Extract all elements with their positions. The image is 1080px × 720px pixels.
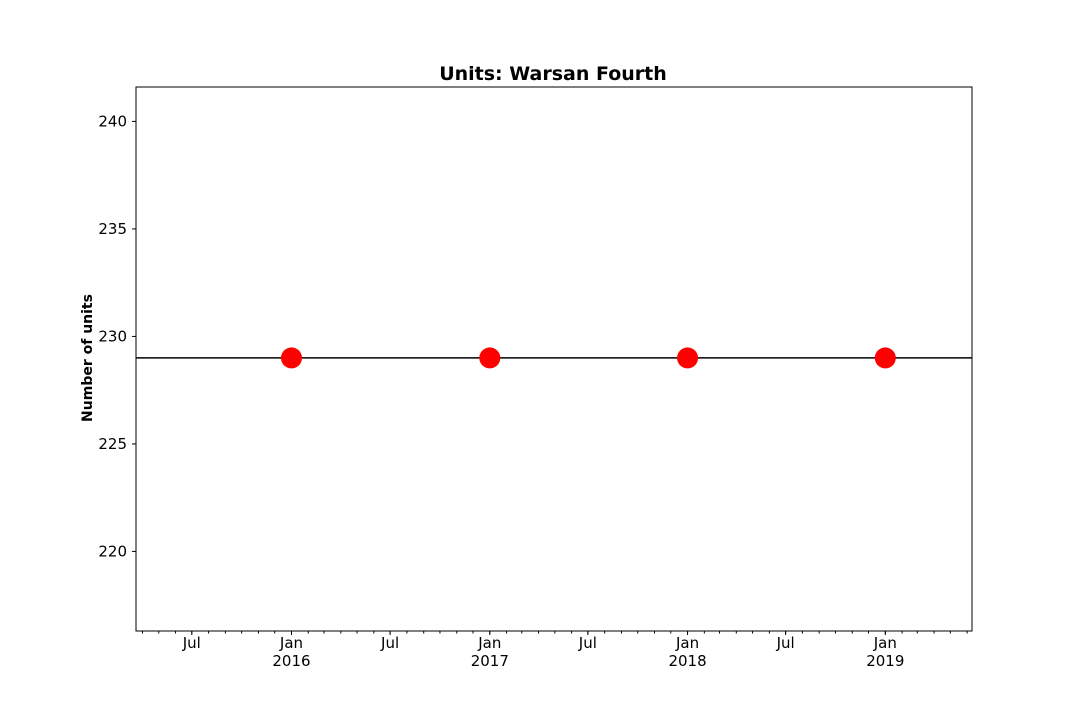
chart-title: Units: Warsan Fourth: [439, 63, 667, 85]
axes-frame: [135, 86, 973, 632]
x-tick-year-label: 2017: [471, 652, 509, 670]
x-tick-label: Jan: [675, 634, 699, 652]
data-point: [280, 347, 302, 369]
data-point: [874, 347, 896, 369]
data-point: [479, 347, 501, 369]
x-tick-label: Jul: [380, 634, 399, 652]
x-tick-label: Jan: [873, 634, 897, 652]
x-tick-year-label: 2019: [866, 652, 904, 670]
y-tick-label: 220: [98, 542, 127, 560]
data-point: [677, 347, 699, 369]
y-axis-label: Number of units: [80, 294, 96, 422]
x-tick-year-label: 2016: [272, 652, 310, 670]
x-tick-label: Jul: [776, 634, 795, 652]
y-tick-label: 240: [98, 112, 127, 130]
x-tick-label: Jan: [477, 634, 501, 652]
x-tick-label: Jul: [182, 634, 201, 652]
x-tick-year-label: 2018: [668, 652, 706, 670]
x-tick-label: Jan: [279, 634, 303, 652]
x-tick-label: Jul: [578, 634, 597, 652]
y-tick-label: 225: [98, 435, 127, 453]
y-tick-label: 230: [98, 327, 127, 345]
y-tick-label: 235: [98, 220, 127, 238]
